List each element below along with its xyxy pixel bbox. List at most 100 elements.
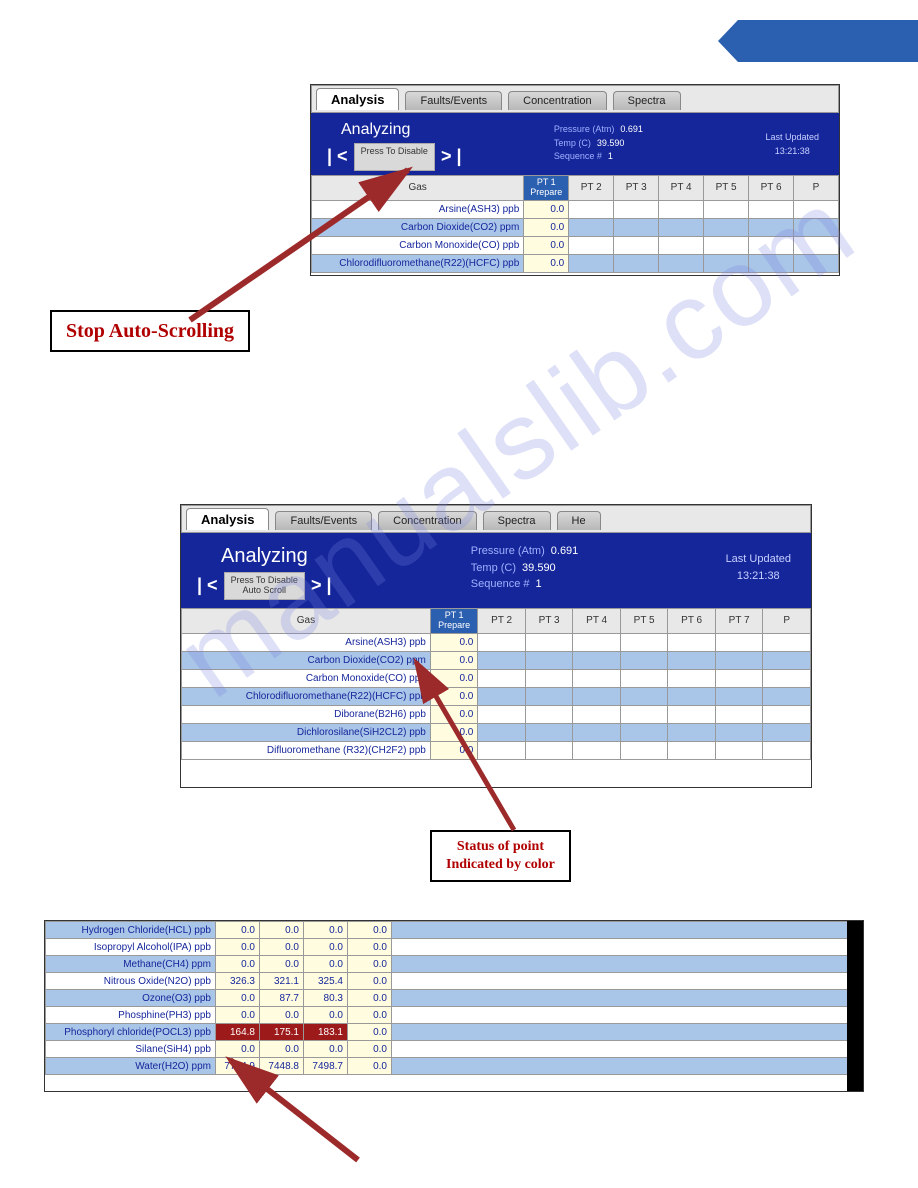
gas-name: Phosphoryl chloride(POCL3) ppb xyxy=(46,1024,216,1041)
callout-status-color: Status of point Indicated by color xyxy=(430,830,571,882)
table-row: Methane(CH4) ppm0.00.00.00.0 xyxy=(46,956,863,973)
gas-name: Isopropyl Alcohol(IPA) ppb xyxy=(46,939,216,956)
metrics: Pressure (Atm)0.691 Temp (C)39.590 Seque… xyxy=(471,543,579,593)
col-pt4[interactable]: PT 4 xyxy=(573,608,621,633)
col-pt7[interactable]: P xyxy=(794,175,839,200)
disable-autoscroll-button[interactable]: Press To Disable Auto Scroll xyxy=(354,143,435,171)
gas-value: 0.0 xyxy=(304,1041,348,1058)
table-row: Nitrous Oxide(N2O) ppb326.3321.1325.40.0 xyxy=(46,973,863,990)
col-pt3[interactable]: PT 3 xyxy=(525,608,573,633)
col-pt6[interactable]: PT 6 xyxy=(668,608,716,633)
gas-value: 0.0 xyxy=(524,218,569,236)
empty-tail xyxy=(392,1007,863,1024)
status-panel: Analyzing | < Press To Disable Auto Scro… xyxy=(181,533,811,608)
table-row: Carbon Dioxide(CO2) ppm0.0 xyxy=(312,218,839,236)
gas-value: 87.7 xyxy=(260,990,304,1007)
col-gas: Gas xyxy=(182,608,431,633)
gas-name: Chlorodifluoromethane(R22)(HCFC) ppb xyxy=(182,687,431,705)
gas-value: 0.0 xyxy=(304,922,348,939)
next-button[interactable]: > | xyxy=(441,146,462,167)
gas-name: Carbon Monoxide(CO) ppb xyxy=(182,669,431,687)
tab-analysis[interactable]: Analysis xyxy=(186,508,269,530)
tab-concentration[interactable]: Concentration xyxy=(378,511,477,530)
gas-value: 0.0 xyxy=(524,200,569,218)
table-row: Chlorodifluoromethane(R22)(HCFC) ppb0.0 xyxy=(182,687,811,705)
gas-value: 0.0 xyxy=(260,922,304,939)
gas-value: 0.0 xyxy=(216,922,260,939)
table-row: Hydrogen Chloride(HCL) ppb0.00.00.00.0 xyxy=(46,922,863,939)
gas-value: 325.4 xyxy=(304,973,348,990)
col-pt1[interactable]: PT 1Prepare xyxy=(524,175,569,200)
press-line2: Auto Scroll xyxy=(242,585,286,595)
gas-value: 0.0 xyxy=(260,939,304,956)
status-panel: Analyzing | < Press To Disable Auto Scro… xyxy=(311,113,839,175)
gas-table-3: Hydrogen Chloride(HCL) ppb0.00.00.00.0Is… xyxy=(45,921,863,1075)
table-row: Carbon Monoxide(CO) ppb0.0 xyxy=(312,236,839,254)
screenshot-2: Analysis Faults/Events Concentration Spe… xyxy=(180,504,812,788)
gas-value: 0.0 xyxy=(304,956,348,973)
gas-value: 0.0 xyxy=(304,939,348,956)
table-row: Phosphoryl chloride(POCL3) ppb164.8175.1… xyxy=(46,1024,863,1041)
tab-extra[interactable]: He xyxy=(557,511,601,530)
table-row: Ozone(O3) ppb0.087.780.30.0 xyxy=(46,990,863,1007)
table-row: Diborane(B2H6) ppb0.0 xyxy=(182,705,811,723)
screenshot-3: Hydrogen Chloride(HCL) ppb0.00.00.00.0Is… xyxy=(44,920,864,1092)
gas-table-2: Gas PT 1Prepare PT 2 PT 3 PT 4 PT 5 PT 6… xyxy=(181,608,811,760)
col-pt2[interactable]: PT 2 xyxy=(478,608,526,633)
tab-faults[interactable]: Faults/Events xyxy=(405,91,502,110)
col-pt3[interactable]: PT 3 xyxy=(614,175,659,200)
col-pt5[interactable]: PT 5 xyxy=(620,608,668,633)
gas-value: 0.0 xyxy=(430,723,478,741)
callout2-line1: Status of point xyxy=(446,838,555,856)
gas-value: 175.1 xyxy=(260,1024,304,1041)
gas-value: 0.0 xyxy=(348,1024,392,1041)
gas-name: Ozone(O3) ppb xyxy=(46,990,216,1007)
empty-tail xyxy=(392,973,863,990)
gas-name: Carbon Dioxide(CO2) ppm xyxy=(182,651,431,669)
gas-value: 0.0 xyxy=(348,990,392,1007)
gas-value: 0.0 xyxy=(260,956,304,973)
gas-name: Silane(SiH4) ppb xyxy=(46,1041,216,1058)
table-row: Chlorodifluoromethane(R22)(HCFC) ppb0.0 xyxy=(312,254,839,272)
gas-value: 0.0 xyxy=(348,973,392,990)
tab-faults[interactable]: Faults/Events xyxy=(275,511,372,530)
col-pt6[interactable]: PT 6 xyxy=(749,175,794,200)
col-pt8[interactable]: P xyxy=(763,608,811,633)
right-black-bar xyxy=(847,921,863,1091)
col-pt1[interactable]: PT 1Prepare xyxy=(430,608,478,633)
gas-value: 0.0 xyxy=(216,1007,260,1024)
gas-value: 7498.7 xyxy=(304,1058,348,1075)
table-row: Phosphine(PH3) ppb0.00.00.00.0 xyxy=(46,1007,863,1024)
prev-button[interactable]: | < xyxy=(197,575,218,596)
disable-autoscroll-button[interactable]: Press To Disable Auto Scroll xyxy=(224,572,305,600)
col-pt4[interactable]: PT 4 xyxy=(659,175,704,200)
callout2-line2: Indicated by color xyxy=(446,856,555,874)
gas-value: 0.0 xyxy=(216,939,260,956)
tab-spectra[interactable]: Spectra xyxy=(613,91,681,110)
table-row: Arsine(ASH3) ppb0.0 xyxy=(182,633,811,651)
col-pt5[interactable]: PT 5 xyxy=(704,175,749,200)
table-row: Silane(SiH4) ppb0.00.00.00.0 xyxy=(46,1041,863,1058)
gas-table-1: Gas PT 1Prepare PT 2 PT 3 PT 4 PT 5 PT 6… xyxy=(311,175,839,273)
gas-value: 0.0 xyxy=(348,1058,392,1075)
next-button[interactable]: > | xyxy=(311,575,332,596)
last-updated: Last Updated 13:21:38 xyxy=(765,131,819,158)
gas-value: 0.0 xyxy=(348,1007,392,1024)
tabstrip: Analysis Faults/Events Concentration Spe… xyxy=(311,85,839,113)
tab-concentration[interactable]: Concentration xyxy=(508,91,607,110)
table-row: Dichlorosilane(SiH2CL2) ppb0.0 xyxy=(182,723,811,741)
gas-value: 0.0 xyxy=(524,236,569,254)
tab-analysis[interactable]: Analysis xyxy=(316,88,399,110)
gas-value: 0.0 xyxy=(430,705,478,723)
gas-name: Arsine(ASH3) ppb xyxy=(182,633,431,651)
gas-value: 7448.8 xyxy=(260,1058,304,1075)
empty-tail xyxy=(392,1041,863,1058)
gas-name: Chlorodifluoromethane(R22)(HCFC) ppb xyxy=(312,254,524,272)
tab-spectra[interactable]: Spectra xyxy=(483,511,551,530)
gas-name: Water(H2O) ppm xyxy=(46,1058,216,1075)
gas-name: Dichlorosilane(SiH2CL2) ppb xyxy=(182,723,431,741)
gas-value: 0.0 xyxy=(430,633,478,651)
prev-button[interactable]: | < xyxy=(327,146,348,167)
col-pt7[interactable]: PT 7 xyxy=(715,608,763,633)
col-pt2[interactable]: PT 2 xyxy=(569,175,614,200)
